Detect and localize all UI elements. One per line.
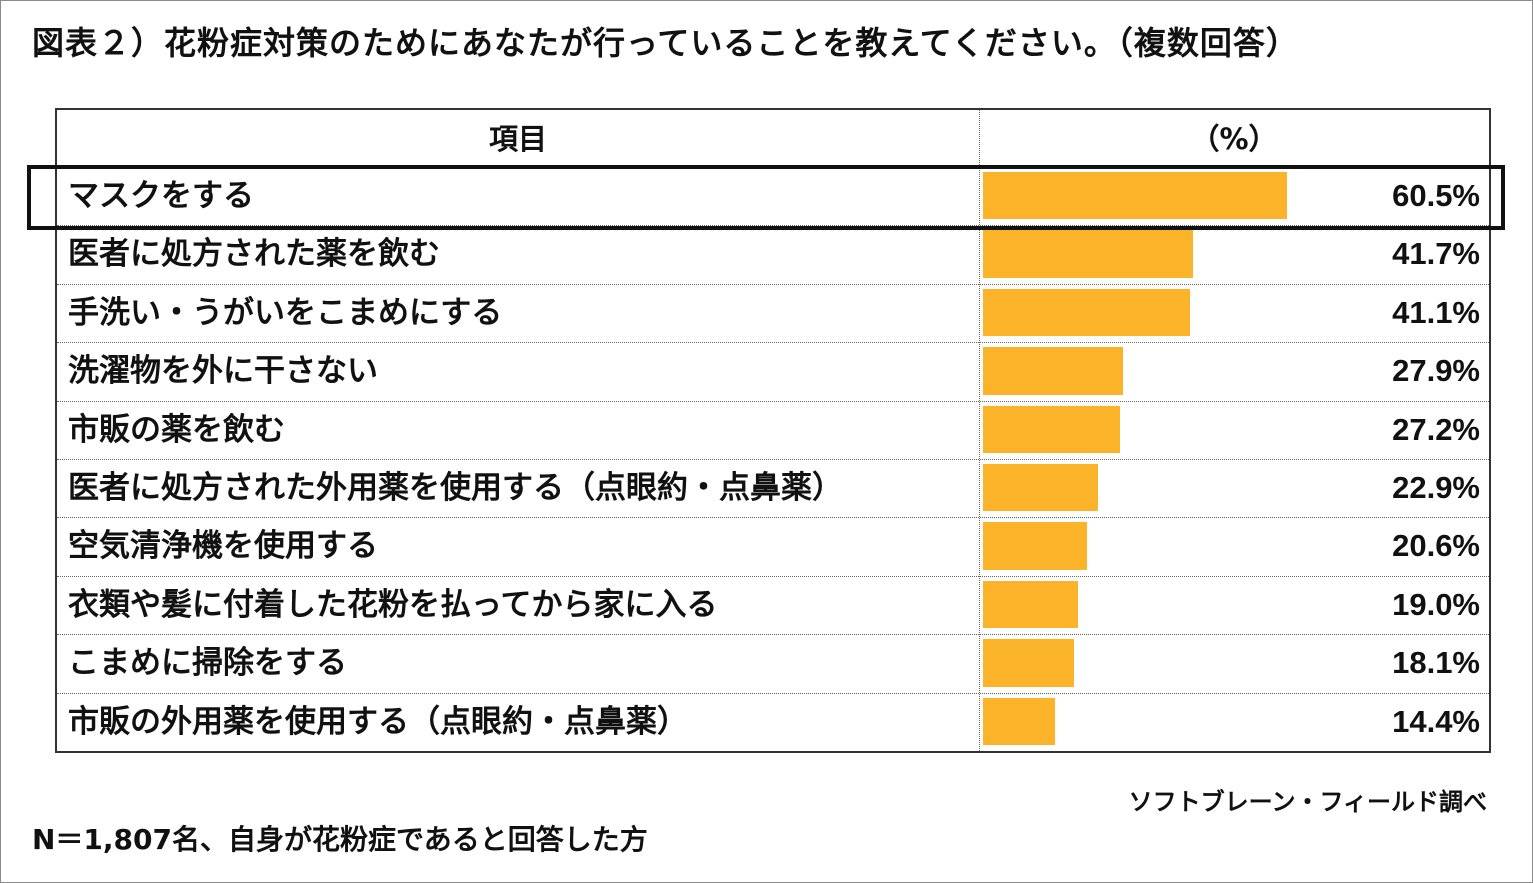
chart-title: 図表２）花粉症対策のためにあなたが行っていることを教えてください。（複数回答） [32,24,1299,62]
row-separator [57,342,1489,344]
category-label: 手洗い・うがいをこまめにする [68,294,503,331]
value-label: 18.1% [1392,645,1480,681]
value-label: 22.9% [1392,470,1480,505]
value-label: 60.5% [1392,178,1480,213]
row-separator [57,634,1489,636]
row-separator [57,283,1489,285]
row-separator [57,225,1489,227]
row-separator [57,575,1489,577]
category-label: 市販の薬を飲む [68,411,285,448]
bar [983,464,1099,512]
bar [983,522,1087,570]
chart-row: 衣類や髪に付着した花粉を払ってから家に入る 19.0% [57,575,1489,634]
chart-row: 手洗い・うがいをこまめにする 41.1% [57,283,1489,342]
value-label: 20.6% [1392,528,1480,564]
chart-row: 医者に処方された外用薬を使用する（点眼約・点鼻薬） 22.9% [57,459,1489,517]
bar [983,230,1193,278]
chart-row: 医者に処方された薬を飲む 41.7% [57,225,1489,283]
chart-row: マスクをする 60.5% [57,167,1489,225]
chart-row: 市販の薬を飲む 27.2% [57,400,1489,459]
bar [983,405,1120,453]
value-label: 14.4% [1392,703,1480,739]
bar [983,697,1056,745]
bar [983,347,1124,395]
header-item: 項目 [488,122,547,156]
category-label: 洗濯物を外に干さない [68,353,378,390]
category-label: 医者に処方された薬を飲む [68,236,440,273]
value-label: 19.0% [1392,586,1480,622]
sample-footnote: N＝1,807名、自身が花粉症であると回答した方 [32,823,648,856]
row-separator [57,692,1489,694]
category-label: こまめに掃除をする [68,645,347,682]
category-label: マスクをする [68,178,254,214]
value-label: 27.2% [1392,411,1480,447]
category-label: 医者に処方された外用薬を使用する（点眼約・点鼻薬） [68,470,843,506]
category-label: 衣類や髪に付着した花粉を払ってから家に入る [68,586,718,623]
chart-row: 空気清浄機を使用する 20.6% [57,517,1489,575]
source-note: ソフトブレーン・フィールド調べ [1128,788,1487,816]
row-separator [57,517,1489,519]
header-rule [57,165,1489,166]
header-value: （%） [1190,122,1278,156]
value-label: 41.1% [1392,294,1480,330]
chart-row: 洗濯物を外に干さない 27.9% [57,342,1489,400]
category-label: 市販の外用薬を使用する（点眼約・点鼻薬） [68,703,688,740]
bar [983,288,1190,337]
value-label: 27.9% [1392,353,1480,389]
bar [983,172,1287,220]
bar [983,580,1079,629]
bar [983,639,1074,687]
column-divider [979,110,980,751]
value-label: 41.7% [1392,236,1480,272]
category-label: 空気清浄機を使用する [68,528,378,565]
row-separator [57,400,1489,402]
chart-table: 項目 （%） マスクをする 60.5% 医者に処方された薬を飲む 41.7% 手洗い・う… [55,108,1491,753]
chart-row: こまめに掃除をする 18.1% [57,634,1489,692]
row-separator [57,459,1489,460]
chart-row: 市販の外用薬を使用する（点眼約・点鼻薬） 14.4% [57,692,1489,751]
